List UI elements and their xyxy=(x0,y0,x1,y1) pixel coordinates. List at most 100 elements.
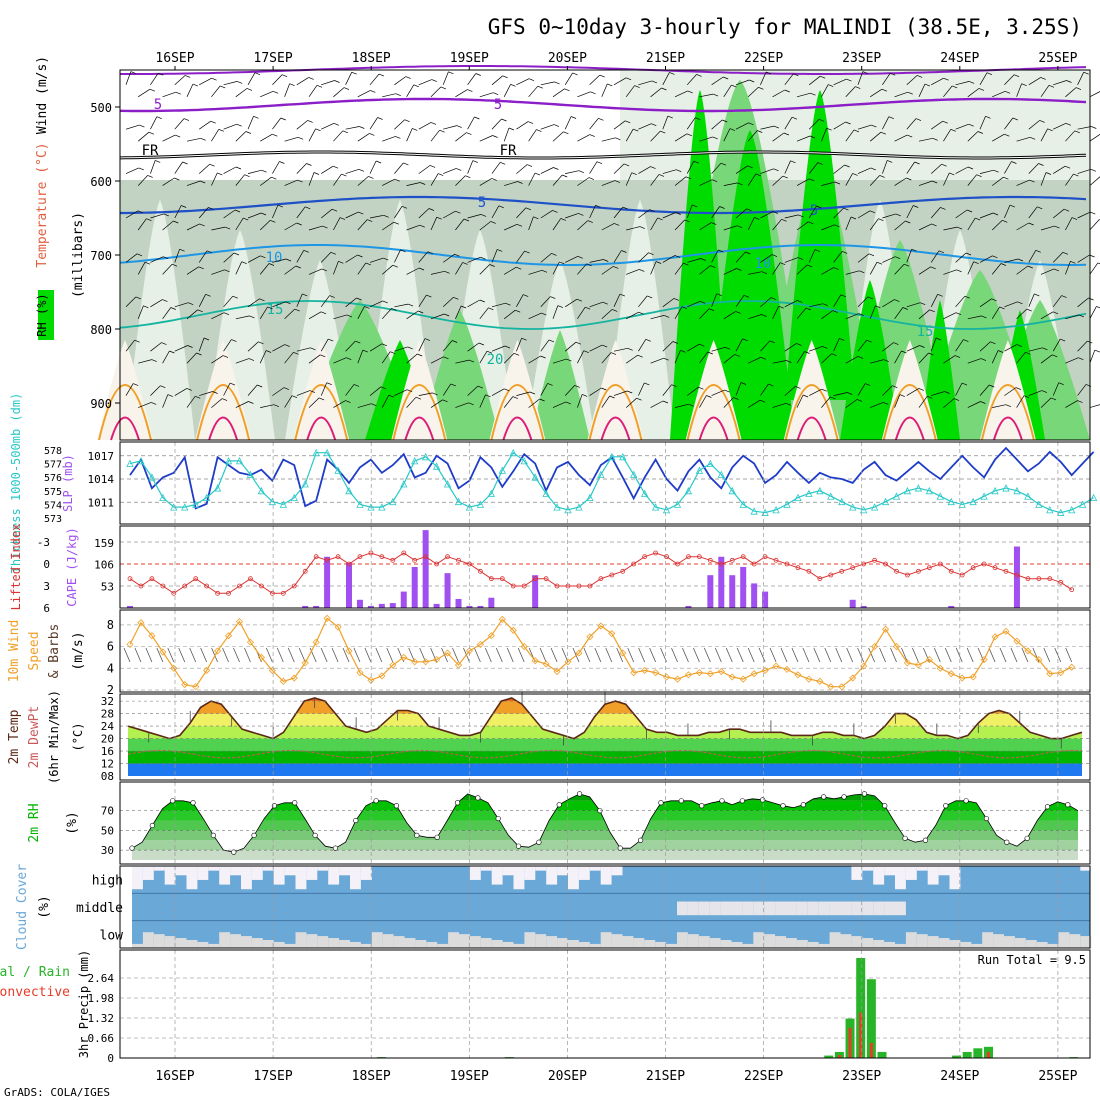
wind-barb xyxy=(308,268,323,275)
wind-barb xyxy=(381,395,390,408)
wind-barb xyxy=(1077,384,1087,396)
wind-barb xyxy=(552,358,567,364)
rh-band xyxy=(132,840,1078,851)
thickness-point xyxy=(268,497,276,506)
cape-bar xyxy=(389,603,396,608)
wind-barb xyxy=(650,400,664,408)
surface-wind-barb xyxy=(1021,647,1029,663)
wind-barb xyxy=(821,181,835,186)
wind-barb xyxy=(333,87,345,98)
cloud-high-gap xyxy=(186,866,198,890)
temp-contour-25 xyxy=(600,416,631,441)
wind-barb xyxy=(674,306,683,319)
wind-barb-flag xyxy=(186,388,192,391)
cape-bar xyxy=(302,605,309,608)
wind-barb xyxy=(808,75,821,86)
cape-bar xyxy=(313,605,320,608)
cloud-low-amount xyxy=(884,941,895,948)
cloud-high-gap xyxy=(578,866,590,880)
wind-speed-point xyxy=(454,661,463,669)
lifted-index-point xyxy=(981,561,987,567)
wind-barb xyxy=(552,261,560,275)
thickness-point xyxy=(1046,505,1054,514)
wind-barb xyxy=(504,181,518,186)
wind-barb xyxy=(1004,258,1019,263)
cloud-high-gap xyxy=(153,866,165,871)
thickness-point xyxy=(553,503,561,511)
wind-barb-flag xyxy=(329,295,335,298)
thickness-point xyxy=(356,500,364,508)
wind-barb-flag xyxy=(331,208,338,212)
wind-barb xyxy=(906,345,920,352)
lifted-index-point xyxy=(992,565,998,571)
wind-barb xyxy=(516,78,530,86)
wind-barb-flag xyxy=(322,225,328,229)
wind-barb-flag xyxy=(975,217,981,221)
wind-barb xyxy=(516,338,522,352)
wind-barb xyxy=(479,135,493,142)
wind-barb-flag xyxy=(808,221,814,225)
wind-barb xyxy=(564,72,573,85)
wind-barb-flag xyxy=(310,347,316,351)
wind-barb-flag xyxy=(1003,176,1009,180)
wind-barb-flag xyxy=(797,257,804,260)
cloud-high-gap xyxy=(328,866,340,885)
wind-barb-flag xyxy=(442,399,448,403)
thickness-point xyxy=(794,493,802,501)
temp-contour-20 xyxy=(98,384,152,441)
wind-barb-flag xyxy=(491,178,497,181)
dewpoint-line xyxy=(127,749,1083,759)
wind-speed-point xyxy=(794,671,802,679)
wind-barb xyxy=(345,211,359,219)
rh-point xyxy=(332,845,339,851)
wind-barb-flag xyxy=(1060,338,1066,342)
cape-bar xyxy=(532,575,539,608)
cloud-low-amount xyxy=(600,932,612,948)
wind-barb xyxy=(467,116,475,130)
cloud-low-amount xyxy=(557,938,568,948)
wind-barb-flag xyxy=(847,392,853,395)
wind-barb-flag xyxy=(528,78,535,82)
wind-barb-flag xyxy=(313,172,320,175)
wind-barb-flag xyxy=(566,358,572,362)
cloud-high-gap xyxy=(535,866,547,871)
wind-barb xyxy=(394,76,406,86)
cloud-high-gap xyxy=(851,866,863,880)
wind-barb xyxy=(528,269,543,275)
wind-barb xyxy=(443,210,456,219)
wind-barb xyxy=(138,402,152,408)
cloud-row-label: middle xyxy=(76,901,123,916)
wind-barb xyxy=(1004,344,1017,352)
wind-barb xyxy=(601,352,612,364)
cape-bar xyxy=(346,562,352,608)
cape-bar xyxy=(729,575,736,608)
panel-bg-precip xyxy=(120,950,1090,1058)
thickness-point xyxy=(564,505,572,514)
upper-wind-label: Wind (m/s) xyxy=(35,56,50,134)
wind-barb xyxy=(162,350,170,364)
wind-barb xyxy=(162,263,173,275)
precip-tick-label: 2.64 xyxy=(88,972,115,985)
panel-frame-precip xyxy=(119,949,1091,1059)
wind-barb-flag xyxy=(980,358,987,361)
date-label-bottom: 19SEP xyxy=(450,1069,489,1084)
wind-barb-flag xyxy=(400,249,406,253)
wind-barb-flag xyxy=(804,351,810,354)
wind-barb xyxy=(1052,295,1062,308)
panel-frame-temp xyxy=(119,693,1091,781)
wind-barb xyxy=(247,116,254,130)
rh-point xyxy=(434,834,440,840)
wind-barb xyxy=(199,77,212,86)
wind-barb xyxy=(857,210,871,219)
wind-barb xyxy=(662,115,669,130)
wind-barb xyxy=(491,75,503,86)
rh-point xyxy=(861,791,867,797)
wind-barb xyxy=(345,384,355,396)
wind-barb-flag xyxy=(1009,204,1016,208)
wind-barb-flag xyxy=(859,270,865,274)
wind-barb-flag xyxy=(364,306,370,309)
cloud-high-gap xyxy=(513,866,525,890)
cloud-low-amount xyxy=(284,943,296,948)
cloud-low-amount xyxy=(1058,932,1070,948)
wind-barb-flag xyxy=(683,262,689,266)
